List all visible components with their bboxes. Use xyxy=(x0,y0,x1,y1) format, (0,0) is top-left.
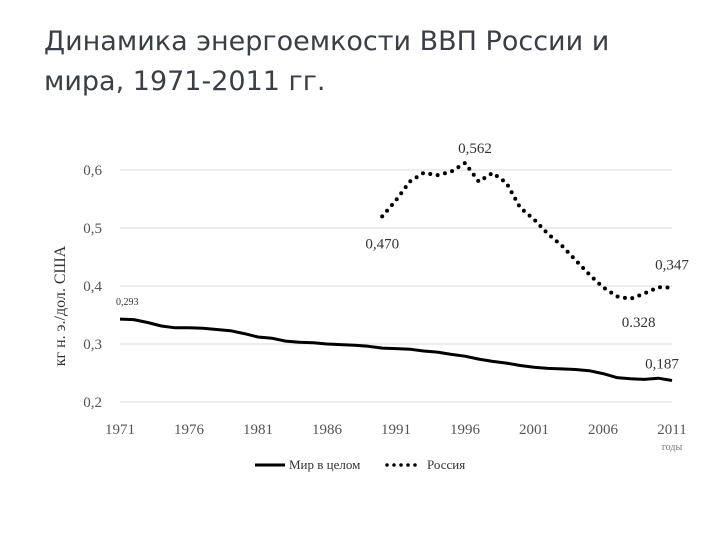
x-tick-labels: 1971 1976 1981 1986 1991 1996 2001 2006 2011 xyxy=(105,422,687,438)
x-tick-label: 1976 xyxy=(174,422,205,438)
data-annotations: 0,293 0,470 0,562 0.328 0,347 0,187 xyxy=(116,141,689,372)
data-label: 0,187 xyxy=(645,357,679,373)
x-tick-label: 1971 xyxy=(105,422,135,438)
data-label: 0,470 xyxy=(365,236,399,252)
slide-title: Динамика энергоемкости ВВП России и мира… xyxy=(44,26,610,97)
y-tick-label: 0,2 xyxy=(83,395,102,411)
data-label: 0,293 xyxy=(116,297,139,308)
grid-lines xyxy=(120,169,672,403)
x-tick-label: 1981 xyxy=(243,422,273,438)
y-tick-label: 0,3 xyxy=(83,337,102,353)
data-label: 0,562 xyxy=(458,141,492,157)
y-axis-label: кг н. э./дол. США xyxy=(52,245,69,366)
y-tick-label: 0,6 xyxy=(83,163,102,179)
legend: Мир в целом Россия xyxy=(255,457,465,472)
x-tick-label: 2001 xyxy=(519,422,549,438)
y-tick-label: 0,5 xyxy=(83,221,102,237)
y-tick-label: 0,4 xyxy=(83,279,102,295)
data-label: 0.328 xyxy=(622,315,656,331)
x-tick-label: 1986 xyxy=(312,422,343,438)
x-tick-label: 2006 xyxy=(588,422,619,438)
series-lines xyxy=(119,161,674,382)
energy-intensity-chart: 0,2 0,3 0,4 0,5 0,6 1971 1976 1981 1986 1991 1996… xyxy=(52,141,689,472)
x-tick-label: 1991 xyxy=(381,422,411,438)
series-line-world xyxy=(119,317,673,382)
x-tick-label: 1996 xyxy=(450,422,481,438)
y-tick-labels: 0,2 0,3 0,4 0,5 0,6 xyxy=(83,163,102,411)
x-axis-units: годы xyxy=(662,442,683,453)
legend-label-russia: Россия xyxy=(427,457,465,472)
x-tick-label: 2011 xyxy=(657,422,686,438)
series-line-russia xyxy=(380,161,674,301)
legend-label-world: Мир в целом xyxy=(289,457,360,472)
data-label: 0,347 xyxy=(655,258,689,274)
